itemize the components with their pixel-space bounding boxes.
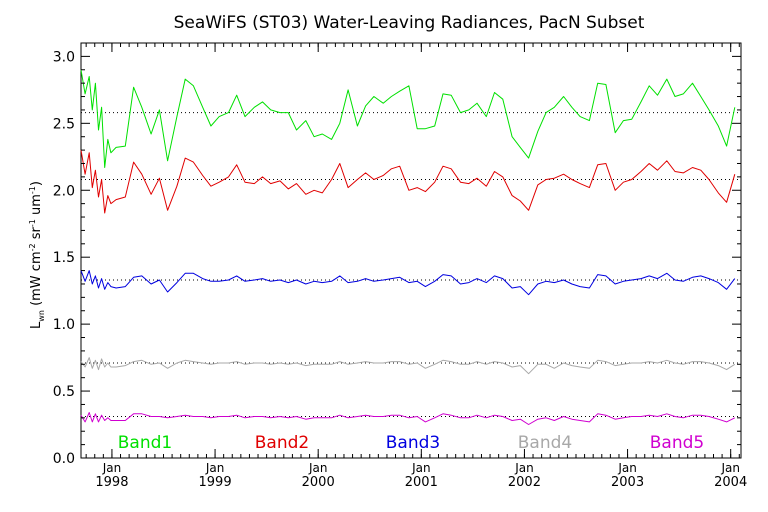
y-tick-label: 3.0 <box>53 49 75 65</box>
y-axis-label-part: -2 <box>28 243 37 251</box>
series-line-band2 <box>80 150 736 214</box>
y-axis-label: Lwn (mW cm-2 sr-1 um-1) <box>28 181 46 329</box>
y-axis-label-part: sr <box>29 227 44 244</box>
y-axis-label-part: L <box>29 321 44 329</box>
plot-frame <box>80 42 742 459</box>
y-axis-label-part: um <box>29 194 44 219</box>
y-axis-label-part: -1 <box>28 219 37 227</box>
mean-lines <box>81 112 741 417</box>
legend-item-band5: Band5 <box>650 433 704 453</box>
x-tick-year: 2000 <box>302 475 335 490</box>
y-axis-label-part: wn <box>37 310 46 322</box>
series-line-band3 <box>80 270 736 296</box>
x-tick-month: Jan <box>102 461 122 475</box>
x-tick-year: 2004 <box>714 475 747 490</box>
svg-text:Lwn (mW cm-2 sr-1 um-1): Lwn (mW cm-2 sr-1 um-1) <box>28 181 46 329</box>
x-tick-month: Jan <box>720 461 740 475</box>
legend: Band1 Band2 Band3 Band4 Band5 <box>118 433 704 453</box>
x-tick-year: 2002 <box>508 475 541 490</box>
y-axis: 0.0 0.5 1.0 1.5 2.0 2.5 3.0 <box>53 49 741 467</box>
legend-item-band4: Band4 <box>518 433 572 453</box>
y-tick-label: 2.5 <box>53 116 75 132</box>
y-tick-label: 0.0 <box>53 451 75 467</box>
y-tick-label: 1.0 <box>53 317 75 333</box>
x-tick-year: 2001 <box>405 475 438 490</box>
y-tick-label: 2.0 <box>53 183 75 199</box>
series-line-band4 <box>80 357 736 375</box>
x-tick-year: 2003 <box>611 475 644 490</box>
y-axis-label-part: ) <box>29 181 44 186</box>
legend-item-band1: Band1 <box>118 433 172 453</box>
x-tick-month: Jan <box>411 461 431 475</box>
y-axis-label-part: -1 <box>28 186 37 194</box>
x-axis: Jan1998Jan1999Jan2000Jan2001Jan2002Jan20… <box>85 43 747 490</box>
legend-item-band2: Band2 <box>255 433 309 453</box>
y-tick-label: 1.5 <box>53 250 75 266</box>
x-tick-month: Jan <box>205 461 225 475</box>
y-tick-label: 0.5 <box>53 384 75 400</box>
y-axis-label-part: (mW cm <box>29 251 44 310</box>
chart-title: SeaWiFS (ST03) Water-Leaving Radiances, … <box>174 13 645 33</box>
x-tick-year: 1999 <box>199 475 232 490</box>
x-tick-month: Jan <box>308 461 328 475</box>
series-lines <box>80 69 736 425</box>
x-tick-year: 1998 <box>95 475 128 490</box>
series-line-band5 <box>80 412 736 425</box>
legend-item-band3: Band3 <box>386 433 440 453</box>
x-tick-month: Jan <box>514 461 534 475</box>
x-tick-month: Jan <box>617 461 637 475</box>
series-line-band1 <box>80 69 736 168</box>
